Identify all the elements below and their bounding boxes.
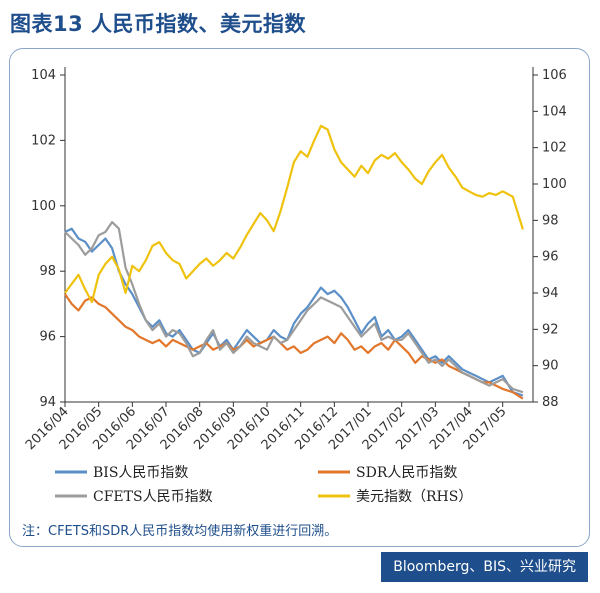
right-tick-label: 92 [542, 322, 559, 337]
right-tick-label: 88 [542, 395, 559, 410]
right-tick-label: 94 [542, 286, 559, 301]
right-tick-label: 102 [542, 141, 567, 156]
series-line-1 [64, 227, 524, 397]
left-tick-label: 98 [39, 264, 56, 279]
left-tick-label: 100 [31, 199, 56, 214]
right-tick-label: 98 [542, 213, 559, 228]
right-tick-label: 106 [542, 68, 567, 83]
right-tick-label: 104 [542, 104, 567, 119]
left-tick-label: 104 [31, 68, 56, 83]
figure-title: 图表13 人民币指数、美元指数 [10, 12, 307, 36]
left-tick-label: 96 [39, 330, 56, 345]
legend-label: 美元指数（RHS） [356, 489, 472, 505]
legend-label: BIS人民币指数 [93, 465, 188, 481]
chart-panel [9, 48, 590, 547]
left-tick-label: 94 [39, 395, 56, 410]
series-line-2 [64, 293, 524, 400]
chart-note: 注：CFETS和SDR人民币指数均使用新权重进行回溯。 [22, 524, 338, 539]
right-tick-label: 96 [542, 250, 559, 265]
right-tick-label: 100 [542, 177, 567, 192]
left-tick-label: 102 [31, 133, 56, 148]
legend-label: SDR人民币指数 [356, 465, 457, 481]
series-line-3 [64, 221, 524, 394]
source-badge: Bloomberg、BIS、兴业研究 [381, 552, 588, 582]
right-tick-label: 90 [542, 359, 559, 374]
legend-label: CFETS人民币指数 [93, 489, 213, 505]
series-line-4 [64, 124, 524, 304]
